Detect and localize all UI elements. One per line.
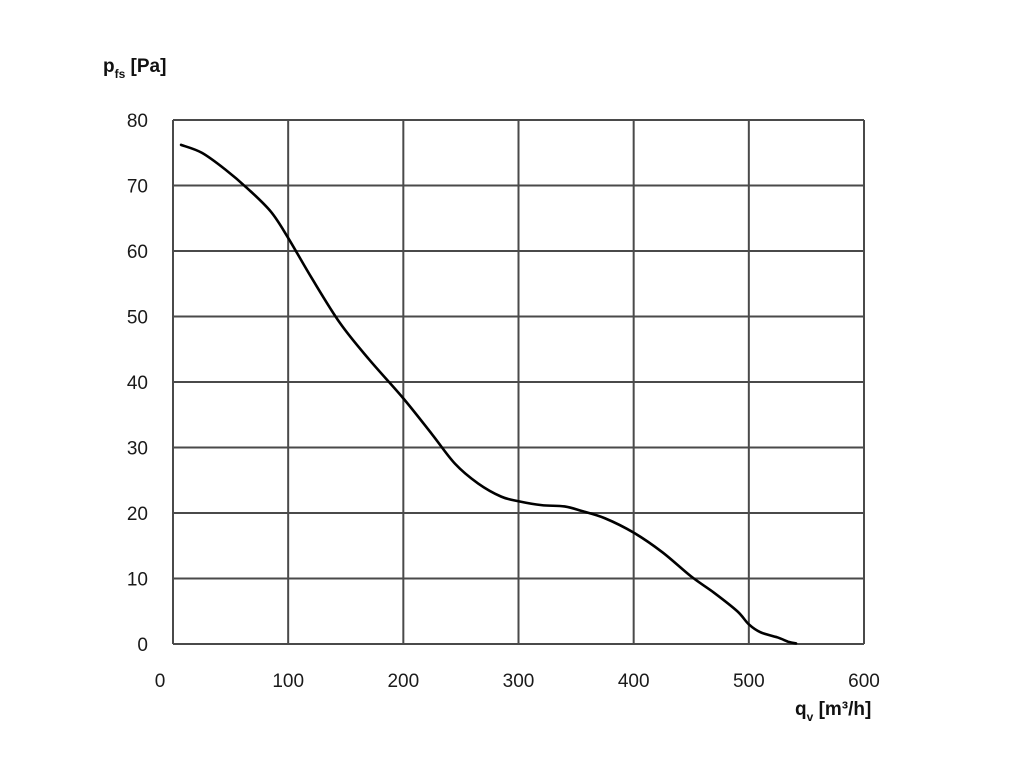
x-tick-label: 500 (733, 671, 765, 692)
y-axis-label: pfs [Pa] (103, 56, 166, 81)
x-tick-label: 0 (155, 671, 166, 692)
x-tick-label: 100 (272, 671, 304, 692)
y-tick-label: 20 (127, 504, 148, 525)
y-axis-label-unit: [Pa] (125, 56, 166, 77)
x-tick-label: 300 (503, 671, 535, 692)
x-tick-label: 600 (848, 671, 880, 692)
y-tick-label: 0 (137, 635, 148, 656)
y-tick-label: 40 (127, 373, 148, 394)
y-tick-label: 10 (127, 570, 148, 591)
x-tick-labels: 0 100 200 300 400 500 600 (155, 671, 880, 692)
y-tick-label: 70 (127, 177, 148, 198)
y-tick-label: 80 (127, 111, 148, 132)
y-tick-label: 30 (127, 439, 148, 460)
x-axis-label-main: q (795, 699, 807, 720)
y-tick-label: 60 (127, 242, 148, 263)
grid (172, 119, 865, 645)
y-tick-labels: 0 10 20 30 40 50 60 70 80 (127, 111, 148, 656)
series-group (179, 143, 798, 645)
x-tick-label: 400 (618, 671, 650, 692)
x-axis-label-unit: [m³/h] (813, 699, 871, 720)
series-line-0 (179, 143, 798, 645)
y-axis-label-main: p (103, 56, 115, 77)
y-axis-label-sub: fs (115, 67, 126, 81)
x-tick-label: 200 (387, 671, 419, 692)
y-tick-label: 50 (127, 308, 148, 329)
x-axis-label: qv [m³/h] (795, 699, 871, 724)
x-axis-label-sub: v (807, 710, 814, 724)
